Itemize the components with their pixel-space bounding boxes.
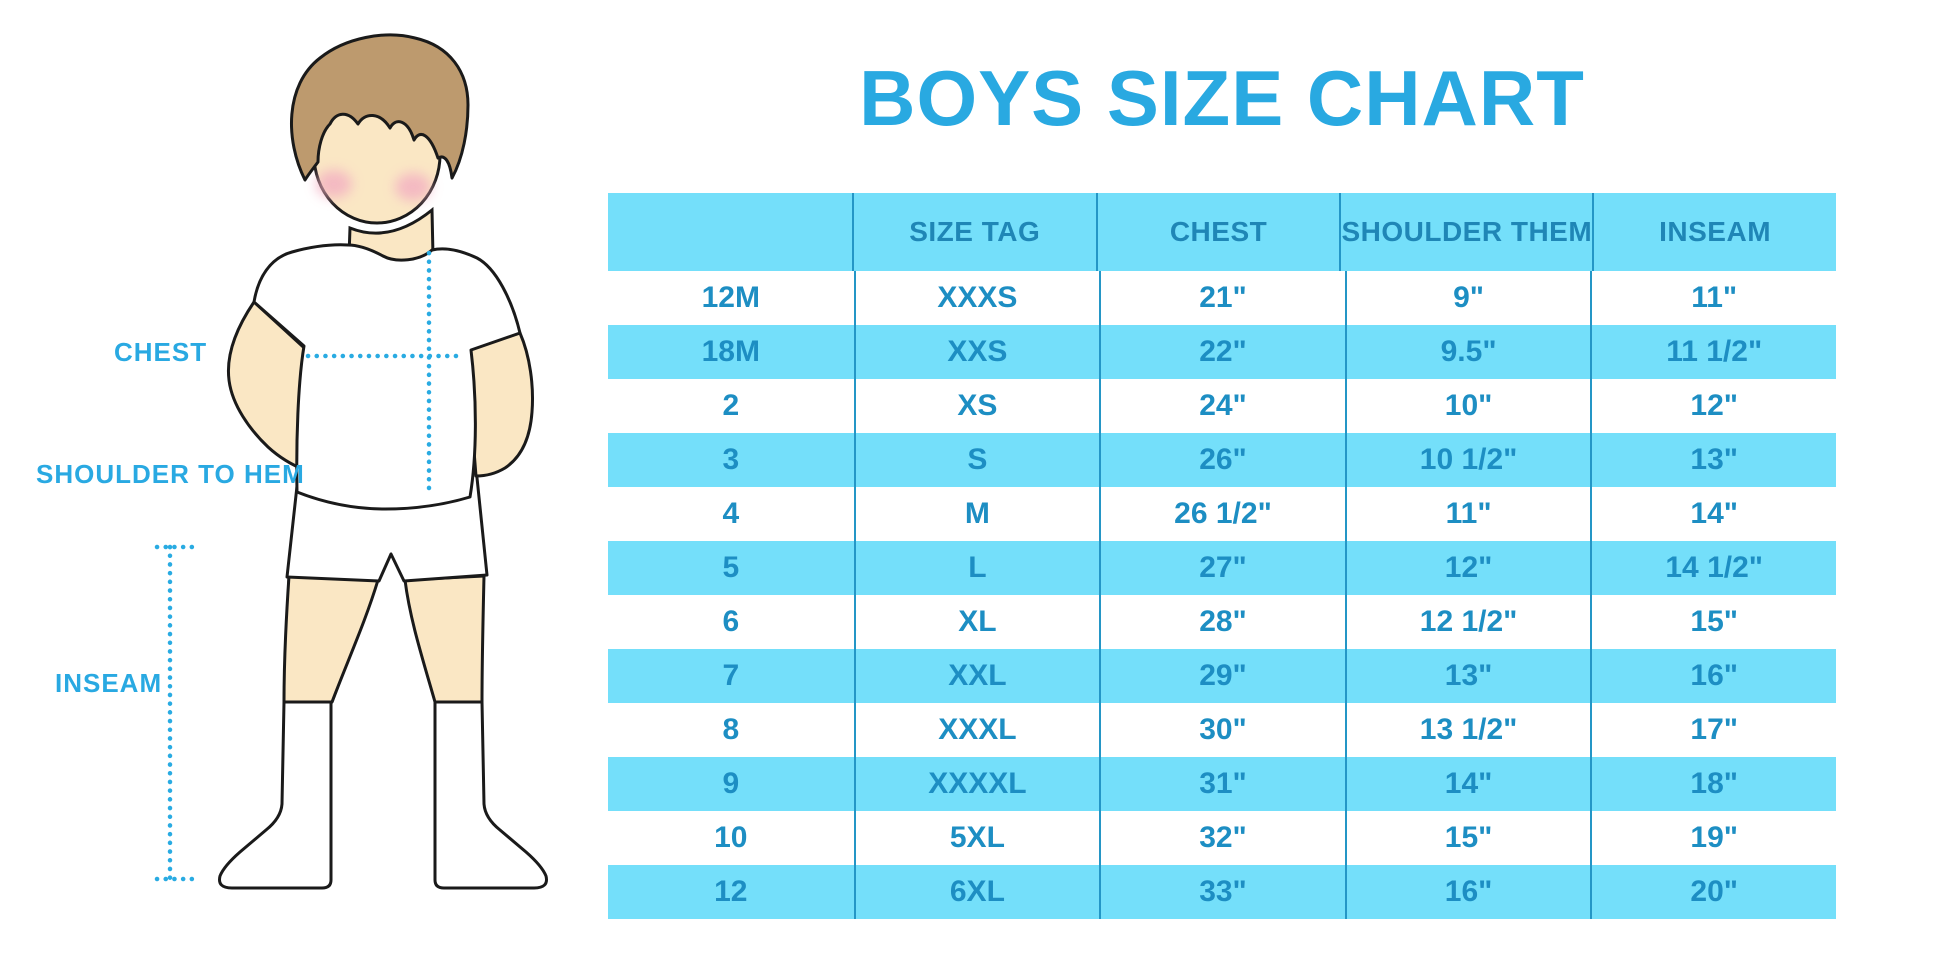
shirt-shape [252, 243, 522, 511]
table-cell: 33" [1099, 865, 1345, 919]
table-cell: 28" [1099, 595, 1345, 649]
table-cell: 2 [722, 389, 740, 422]
table-cell: 18M [701, 335, 760, 368]
table-cell: 13" [1344, 649, 1591, 703]
right-arm-shape [464, 331, 534, 478]
table-cell: 15" [1590, 595, 1836, 649]
table-cell: 14" [1344, 757, 1591, 811]
table-cell: 6XL [853, 865, 1100, 919]
left-sock-shape [218, 700, 333, 890]
table-cell: 6 [722, 605, 740, 638]
table-cell: 12 1/2" [1344, 595, 1591, 649]
table-cell: 30" [1099, 703, 1345, 757]
table-cell: XL [853, 595, 1100, 649]
table-cell: 21" [1099, 271, 1345, 325]
right-sock-shape [433, 700, 548, 890]
table-cell: 11" [1590, 271, 1836, 325]
table-cell: 26" [1099, 433, 1345, 487]
table-cell: 10 1/2" [1344, 433, 1591, 487]
table-cell: 11 1/2" [1590, 325, 1836, 379]
table-cell: XXXL [853, 703, 1100, 757]
table-cell: 13 1/2" [1344, 703, 1591, 757]
header-cell-2: CHEST [1095, 193, 1340, 271]
table-row: 8 XXXL 30" 13 1/2" 17" [608, 703, 1836, 757]
table-cell: 17" [1590, 703, 1836, 757]
table-cell: 14" [1590, 487, 1836, 541]
table-cell: 4 [722, 497, 740, 530]
table-cell: 9.5" [1344, 325, 1591, 379]
left-cheek-blush [316, 170, 352, 198]
table-row: 5 L 27" 12" 14 1/2" [608, 541, 1836, 595]
table-cell: 12" [1344, 541, 1591, 595]
table-cell: XXS [853, 325, 1100, 379]
table-cell: 12M [701, 281, 760, 314]
page-title: BOYS SIZE CHART [859, 54, 1585, 142]
table-cell: 16" [1590, 649, 1836, 703]
table-cell: 20" [1590, 865, 1836, 919]
table-row: 12 6XL 33" 16" 20" [608, 865, 1836, 919]
size-table-header-row: SIZE TAG CHEST SHOULDER THEM INSEAM [608, 193, 1836, 271]
table-cell: 5 [722, 551, 740, 584]
table-row: 9 XXXXL 31" 14" 18" [608, 757, 1836, 811]
table-cell: L [853, 541, 1100, 595]
table-cell: 13" [1590, 433, 1836, 487]
table-row: 3 S 26" 10 1/2" 13" [608, 433, 1836, 487]
header-cell-3: SHOULDER THEM [1339, 193, 1592, 271]
boy-measurement-illustration [154, 33, 548, 890]
table-cell: 27" [1099, 541, 1345, 595]
table-cell: 31" [1099, 757, 1345, 811]
table-cell: 7 [722, 659, 740, 692]
table-cell: 19" [1590, 811, 1836, 865]
inseam-label: INSEAM [55, 668, 163, 698]
table-row: 18M XXS 22" 9.5" 11 1/2" [608, 325, 1836, 379]
table-cell: XXXXL [853, 757, 1100, 811]
table-cell: 5XL [853, 811, 1100, 865]
table-row: 7 XXL 29" 13" 16" [608, 649, 1836, 703]
table-cell: 15" [1344, 811, 1591, 865]
size-table: SIZE TAG CHEST SHOULDER THEM INSEAM 12M XXXS… [608, 193, 1836, 919]
table-cell: 11" [1344, 487, 1591, 541]
table-cell: XXL [853, 649, 1100, 703]
table-row: 12M XXXS 21" 9" 11" [608, 271, 1836, 325]
chest-label: CHEST [114, 337, 208, 367]
shoulder-to-hem-label: SHOULDER TO HEM [36, 459, 305, 489]
table-cell: 10" [1344, 379, 1591, 433]
header-cell-0 [608, 193, 852, 271]
table-cell: 12" [1590, 379, 1836, 433]
table-row: 6 XL 28" 12 1/2" 15" [608, 595, 1836, 649]
table-cell: 32" [1099, 811, 1345, 865]
table-cell: 16" [1344, 865, 1591, 919]
table-cell: 26 1/2" [1099, 487, 1345, 541]
table-cell: XXXS [853, 271, 1100, 325]
table-cell: M [853, 487, 1100, 541]
table-cell: XS [853, 379, 1100, 433]
table-cell: 29" [1099, 649, 1345, 703]
left-leg-fill [282, 574, 380, 704]
hair-shape [290, 33, 470, 182]
header-cell-4: INSEAM [1592, 193, 1836, 271]
table-cell: 14 1/2" [1590, 541, 1836, 595]
table-cell: 3 [722, 443, 740, 476]
header-cell-1: SIZE TAG [851, 193, 1096, 271]
right-cheek-blush [395, 173, 431, 201]
right-leg-fill [403, 574, 486, 704]
table-cell: 8 [722, 713, 740, 746]
left-arm-shape [226, 300, 314, 472]
table-cell: 12 [714, 875, 748, 908]
table-cell: 24" [1099, 379, 1345, 433]
table-cell: 9" [1344, 271, 1591, 325]
table-cell: 22" [1099, 325, 1345, 379]
table-cell: S [853, 433, 1100, 487]
table-cell: 18" [1590, 757, 1836, 811]
table-row: 2 XS 24" 10" 12" [608, 379, 1836, 433]
table-row: 4 M 26 1/2" 11" 14" [608, 487, 1836, 541]
table-row: 10 5XL 32" 15" 19" [608, 811, 1836, 865]
table-cell: 10 [714, 821, 748, 854]
table-cell: 9 [722, 767, 740, 800]
